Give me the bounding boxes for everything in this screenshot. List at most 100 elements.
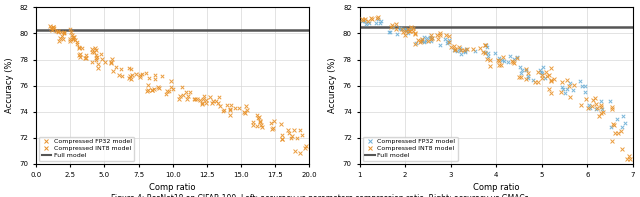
Point xyxy=(174,98,184,101)
Point xyxy=(81,53,92,57)
Point xyxy=(116,67,126,70)
Point xyxy=(115,74,125,77)
Point xyxy=(300,146,310,150)
Point xyxy=(387,25,397,28)
Point xyxy=(295,129,305,132)
Point xyxy=(616,129,626,133)
Point xyxy=(252,116,262,119)
Point xyxy=(93,66,103,69)
Point xyxy=(580,97,591,100)
Point xyxy=(124,66,134,69)
Point xyxy=(168,87,178,90)
Point xyxy=(449,44,460,47)
Point xyxy=(515,75,525,78)
Point xyxy=(494,57,504,60)
Point xyxy=(241,105,252,108)
Point xyxy=(68,35,79,38)
Point xyxy=(521,68,531,71)
Point xyxy=(403,28,413,31)
Point xyxy=(178,93,188,96)
Point xyxy=(530,80,540,83)
Point xyxy=(545,79,556,82)
Point xyxy=(534,68,545,71)
Point xyxy=(60,31,70,34)
Point xyxy=(583,107,593,110)
Point xyxy=(542,75,552,78)
Point xyxy=(391,22,401,26)
Point xyxy=(404,30,415,33)
Point xyxy=(401,29,411,32)
Point xyxy=(533,80,543,83)
Point xyxy=(192,98,202,101)
Point xyxy=(394,26,404,29)
Point xyxy=(483,51,493,55)
Point xyxy=(87,50,97,53)
Point xyxy=(610,132,620,135)
Point xyxy=(433,38,444,41)
Point xyxy=(435,32,445,35)
Point xyxy=(239,110,250,113)
Point xyxy=(455,49,465,52)
Point xyxy=(398,31,408,34)
Point xyxy=(564,82,575,85)
Point xyxy=(605,125,616,129)
Legend: Compressed FP32 model, Compressed INT8 model, Full model: Compressed FP32 model, Compressed INT8 m… xyxy=(363,137,458,161)
Point xyxy=(218,110,228,113)
Point xyxy=(410,31,420,34)
Point xyxy=(584,103,594,106)
Point xyxy=(560,91,570,94)
Point xyxy=(444,41,454,44)
Point xyxy=(481,45,492,48)
Point xyxy=(75,52,85,56)
Point xyxy=(267,127,277,130)
Point xyxy=(460,51,470,54)
Point xyxy=(358,18,369,21)
Point xyxy=(72,40,83,44)
Point xyxy=(625,157,635,160)
Point xyxy=(524,74,534,78)
Point xyxy=(432,33,442,37)
Point xyxy=(277,137,287,140)
Point xyxy=(546,91,556,94)
Point xyxy=(74,46,84,49)
Y-axis label: Accuracy (%): Accuracy (%) xyxy=(5,58,14,113)
Point xyxy=(544,73,554,76)
Point xyxy=(403,32,413,35)
Point xyxy=(72,43,83,46)
Point xyxy=(544,88,554,91)
Point xyxy=(205,95,215,98)
Point xyxy=(67,36,77,39)
Point xyxy=(590,97,600,100)
Point xyxy=(568,88,578,91)
Point xyxy=(620,121,630,124)
Point xyxy=(56,31,66,34)
Point xyxy=(49,25,59,28)
Point xyxy=(46,27,56,30)
Point xyxy=(360,18,371,21)
Point xyxy=(415,40,425,43)
Point xyxy=(455,47,465,50)
Point xyxy=(556,90,566,93)
Point xyxy=(180,90,191,94)
Point xyxy=(595,103,605,107)
Point xyxy=(480,51,490,54)
Point xyxy=(284,131,294,134)
Point xyxy=(440,38,450,41)
Point xyxy=(100,60,111,64)
Point xyxy=(213,95,223,98)
Point xyxy=(361,23,371,26)
Point xyxy=(67,33,77,36)
Point xyxy=(391,27,401,30)
Point xyxy=(591,103,601,106)
Point xyxy=(387,23,397,26)
Point xyxy=(225,108,235,111)
Point xyxy=(90,47,100,50)
Point xyxy=(475,46,485,50)
Point xyxy=(207,101,218,104)
Point xyxy=(477,50,488,53)
Text: Figure 4: ResNet18 on CIFAR 100. Left: accuracy vs parameters compression ratio.: Figure 4: ResNet18 on CIFAR 100. Left: a… xyxy=(111,194,529,197)
Point xyxy=(373,15,383,19)
Point xyxy=(385,30,395,33)
Point xyxy=(426,36,436,40)
Point xyxy=(609,124,619,127)
